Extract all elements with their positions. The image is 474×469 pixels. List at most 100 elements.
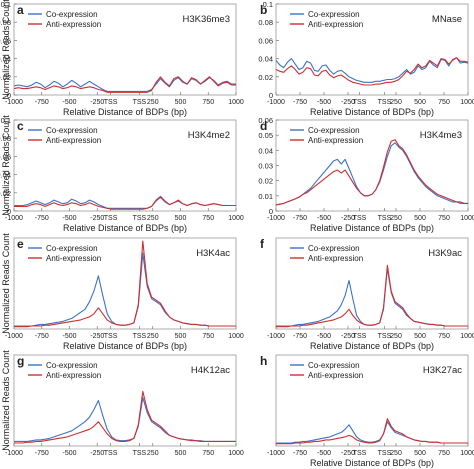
legend-label: Anti-expression <box>308 136 363 145</box>
x-tick-label: TSS <box>353 215 367 222</box>
x-tick-label: 250 <box>147 333 159 340</box>
x-tick-label: 750 <box>438 333 450 340</box>
y-tick-label: 0.04 <box>258 55 273 64</box>
x-tick-label: 250 <box>390 333 402 340</box>
x-tick-label: 750 <box>438 99 450 106</box>
y-tick-label: 0.06 <box>0 36 11 45</box>
x-tick-label: -250 <box>341 215 355 222</box>
x-tick-label: -1000 <box>5 215 23 222</box>
x-tick-label: TSS <box>133 333 147 340</box>
y-axis-label: Normalized Reads Count <box>1 0 11 100</box>
x-tick-label: -250 <box>341 99 355 106</box>
panel-letter: f <box>260 237 265 251</box>
legend-label: Anti-expression <box>46 254 101 263</box>
x-tick-label: -1000 <box>5 99 23 106</box>
x-tick-label: TSS <box>104 99 118 106</box>
panel-letter: b <box>260 3 267 17</box>
x-tick-label: -1000 <box>267 333 285 340</box>
series-line-anti-expression <box>275 57 469 86</box>
x-tick-label: -750 <box>35 99 49 106</box>
x-tick-label: TSS <box>378 215 392 222</box>
series-line-co-expression <box>276 267 468 327</box>
x-tick-label: -250 <box>90 99 104 106</box>
x-tick-label: 1000 <box>228 215 244 222</box>
plot-frame <box>13 237 237 330</box>
x-tick-label: -500 <box>62 215 76 222</box>
x-tick-label: TSS <box>353 333 367 340</box>
x-tick-label: TSS <box>378 450 392 457</box>
series-line-co-expression <box>13 77 236 92</box>
x-tick-label: TSS <box>133 215 147 222</box>
panel-b: b MNase 0.1 0.08 0.06 0.04 0.02 0-1000 -750 -500 -… <box>258 0 474 117</box>
x-tick-label: -1000 <box>5 450 23 457</box>
y-axis-label: Normalized Reads Count <box>1 350 11 451</box>
legend-label: Anti-expression <box>46 136 101 145</box>
x-tick-label: TSS <box>133 99 147 106</box>
legend-label: Anti-expression <box>46 20 101 29</box>
x-axis-label: Relative Distance of BDPs (bp) <box>63 341 187 351</box>
x-tick-label: 500 <box>175 333 187 340</box>
y-tick-label: 0 <box>7 91 11 100</box>
x-tick-label: 750 <box>202 333 214 340</box>
panel-title: H3K9ac <box>428 248 462 259</box>
legend-label: Anti-expression <box>308 371 363 380</box>
x-tick-label: -1000 <box>5 333 23 340</box>
legend-label: Anti-expression <box>308 20 363 29</box>
x-axis-label: Relative Distance of BDPs (bp) <box>310 458 434 468</box>
x-tick-label: -1000 <box>267 215 285 222</box>
x-tick-label: -1000 <box>267 450 285 457</box>
x-tick-label: -750 <box>35 333 49 340</box>
panel-letter: d <box>260 119 267 133</box>
x-tick-label: 500 <box>414 333 426 340</box>
x-axis-label: Relative Distance of BDPs (bp) <box>310 341 434 351</box>
x-tick-label: TSS <box>104 450 118 457</box>
x-tick-label: 250 <box>147 99 159 106</box>
plot-frame <box>275 3 469 96</box>
y-tick-label: 0 <box>269 91 273 100</box>
x-tick-label: TSS <box>353 450 367 457</box>
y-tick-label: 0.08 <box>258 18 273 27</box>
panel-title: H3K4me3 <box>420 130 462 141</box>
series-line-anti-expression <box>276 264 468 328</box>
y-tick-label: 0.08 <box>0 18 11 27</box>
y-tick-label: 0.04 <box>0 55 11 64</box>
x-tick-label: 500 <box>414 215 426 222</box>
legend-label: Anti-expression <box>308 254 363 263</box>
plot-frame <box>13 119 237 212</box>
panel-title: H4K12ac <box>191 365 230 376</box>
y-tick-label: 0.06 <box>0 152 11 161</box>
panel-letter: e <box>17 237 24 251</box>
x-tick-label: 250 <box>390 450 402 457</box>
series-line-anti-expression <box>275 139 468 206</box>
x-tick-label: 750 <box>202 99 214 106</box>
x-tick-label: -500 <box>62 450 76 457</box>
x-tick-label: 750 <box>438 450 450 457</box>
x-tick-label: -250 <box>341 333 355 340</box>
y-tick-label: 0.08 <box>0 134 11 143</box>
y-tick-label: 0.04 <box>258 146 273 155</box>
series-line-anti-expression <box>14 390 236 444</box>
y-tick-label: 0.01 <box>258 192 273 201</box>
x-tick-label: -1000 <box>267 99 285 106</box>
y-tick-label: 0.1 <box>263 0 273 9</box>
x-tick-label: 250 <box>390 215 402 222</box>
x-tick-label: -750 <box>35 450 49 457</box>
x-tick-label: -750 <box>293 99 307 106</box>
legend-label: Co-expression <box>308 244 360 253</box>
x-tick-label: 1000 <box>228 450 244 457</box>
x-tick-label: 250 <box>147 215 159 222</box>
panel-letter: g <box>17 354 24 368</box>
panel-d: d H3K4me3 0.06 0.05 0.04 0.03 0.02 0.01 0-1000 -7… <box>258 116 474 233</box>
y-tick-label: 0.1 <box>1 116 11 125</box>
x-tick-label: -750 <box>293 215 307 222</box>
plot-frame <box>13 3 237 96</box>
x-tick-label: -250 <box>90 333 104 340</box>
series-line-co-expression <box>275 57 469 83</box>
x-tick-label: TSS <box>104 215 118 222</box>
y-tick-label: 0.05 <box>258 131 273 140</box>
series-line-anti-expression <box>276 418 468 445</box>
y-tick-label: 0.06 <box>258 36 273 45</box>
x-tick-label: TSS <box>104 333 118 340</box>
